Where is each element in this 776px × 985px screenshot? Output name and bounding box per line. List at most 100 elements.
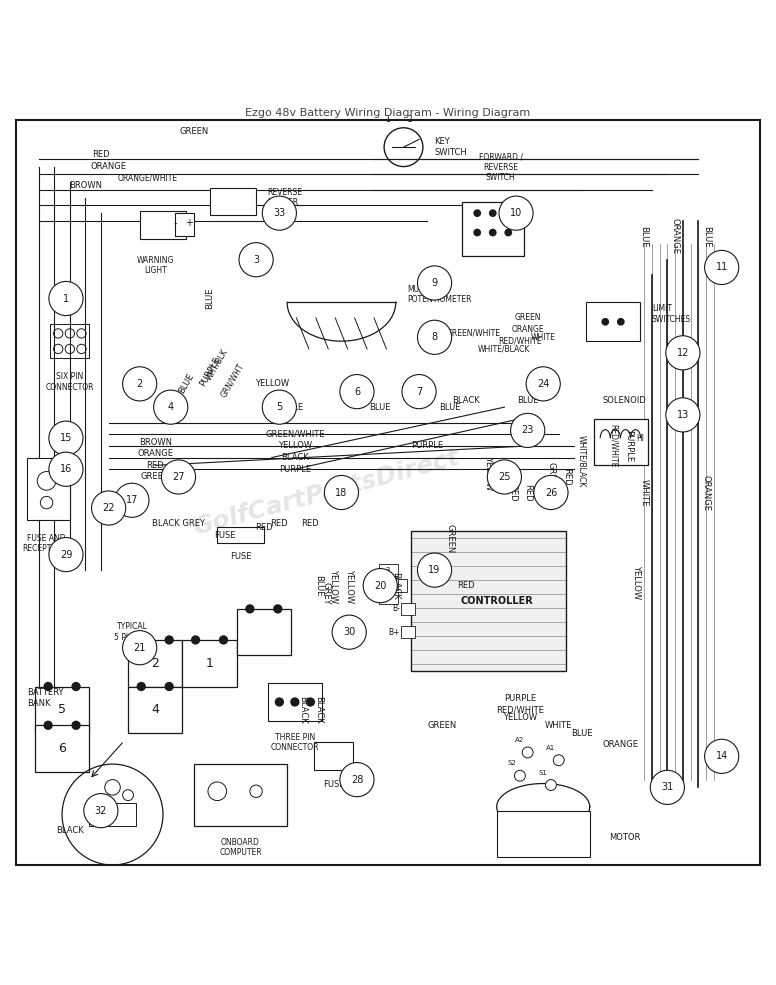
Text: 21: 21 — [133, 642, 146, 653]
Text: BLACK: BLACK — [391, 571, 400, 600]
Text: 23: 23 — [521, 426, 534, 435]
Circle shape — [105, 779, 120, 795]
Text: 4: 4 — [168, 402, 174, 412]
Text: WARNING
LIGHT: WARNING LIGHT — [137, 256, 174, 275]
Text: B+: B+ — [388, 627, 400, 636]
Circle shape — [489, 209, 497, 217]
Circle shape — [273, 604, 282, 614]
Text: -: - — [174, 219, 177, 229]
Circle shape — [650, 770, 684, 805]
Text: 26: 26 — [545, 488, 557, 497]
FancyBboxPatch shape — [379, 563, 398, 576]
Circle shape — [165, 682, 174, 691]
FancyBboxPatch shape — [497, 811, 590, 857]
Text: ORANGE: ORANGE — [670, 219, 680, 254]
Text: 1: 1 — [386, 595, 390, 601]
FancyBboxPatch shape — [128, 687, 182, 733]
Text: 3: 3 — [253, 255, 259, 265]
Text: BLUE: BLUE — [439, 403, 461, 412]
FancyBboxPatch shape — [237, 609, 291, 655]
Text: 3: 3 — [386, 567, 390, 573]
Circle shape — [49, 422, 83, 455]
Text: PURPLE: PURPLE — [271, 403, 303, 412]
Text: RED/WHITE: RED/WHITE — [496, 705, 544, 714]
Text: WHITE: WHITE — [531, 333, 556, 342]
Text: 4: 4 — [151, 703, 159, 716]
FancyBboxPatch shape — [586, 302, 640, 341]
Text: ORANGE: ORANGE — [137, 449, 173, 458]
Circle shape — [617, 318, 625, 326]
Text: LIMIT
SWITCHES: LIMIT SWITCHES — [652, 304, 691, 324]
Circle shape — [666, 336, 700, 370]
Text: 24: 24 — [537, 379, 549, 389]
Text: FUSE: FUSE — [323, 779, 345, 789]
Circle shape — [123, 630, 157, 665]
FancyBboxPatch shape — [16, 120, 760, 865]
Text: S1: S1 — [539, 769, 548, 776]
Circle shape — [534, 476, 568, 509]
Text: BROWN: BROWN — [139, 437, 171, 446]
Text: WHITE/BLACK: WHITE/BLACK — [577, 435, 587, 488]
Circle shape — [526, 366, 560, 401]
Circle shape — [262, 196, 296, 230]
Text: BROWN: BROWN — [376, 569, 385, 602]
Text: WHITE: WHITE — [639, 479, 649, 506]
Text: GREEN: GREEN — [514, 313, 541, 322]
Circle shape — [499, 196, 533, 230]
Text: RED: RED — [508, 484, 517, 501]
FancyBboxPatch shape — [594, 419, 648, 465]
Text: FUSE: FUSE — [214, 531, 236, 540]
Circle shape — [239, 242, 273, 277]
Circle shape — [340, 374, 374, 409]
Circle shape — [324, 476, 359, 509]
Circle shape — [417, 553, 452, 587]
Circle shape — [275, 697, 284, 706]
Text: RED/WHITE: RED/WHITE — [608, 425, 618, 468]
Text: BLUE: BLUE — [571, 729, 593, 738]
Text: FUSE: FUSE — [230, 553, 251, 561]
Circle shape — [705, 250, 739, 285]
Text: FORWARD /
REVERSE
SWITCH: FORWARD / REVERSE SWITCH — [479, 153, 522, 182]
Text: YELLOW: YELLOW — [503, 713, 537, 722]
Text: BLUE: BLUE — [314, 575, 323, 596]
Circle shape — [115, 484, 149, 517]
Circle shape — [161, 460, 196, 494]
FancyBboxPatch shape — [27, 458, 70, 520]
Text: M-: M- — [383, 581, 392, 590]
Circle shape — [504, 229, 512, 236]
Text: BLACK: BLACK — [56, 825, 84, 834]
Text: BATTERY
BANK: BATTERY BANK — [27, 689, 64, 708]
Circle shape — [43, 721, 53, 730]
Text: PURPLE: PURPLE — [279, 465, 311, 474]
Text: RED: RED — [271, 519, 288, 528]
Circle shape — [137, 635, 146, 644]
Circle shape — [49, 282, 83, 315]
Text: HI: HI — [636, 433, 644, 442]
Text: BROWN: BROWN — [69, 181, 102, 190]
Circle shape — [522, 747, 533, 757]
Text: 2: 2 — [137, 379, 143, 389]
Text: YELLOW: YELLOW — [278, 441, 312, 450]
Circle shape — [511, 414, 545, 447]
FancyBboxPatch shape — [35, 687, 89, 733]
Text: GREEN: GREEN — [546, 462, 556, 492]
Text: MULTI-STEP
POTENTIOMETER: MULTI-STEP POTENTIOMETER — [407, 285, 472, 304]
Text: 8: 8 — [431, 332, 438, 343]
Text: ORANGE: ORANGE — [702, 475, 711, 510]
Text: 33: 33 — [273, 208, 286, 218]
Text: KEY
SWITCH: KEY SWITCH — [435, 138, 467, 157]
Circle shape — [154, 390, 188, 425]
Circle shape — [71, 721, 81, 730]
Text: ORANGE: ORANGE — [603, 740, 639, 750]
Text: GREEN: GREEN — [179, 127, 209, 136]
Text: 31: 31 — [661, 782, 674, 792]
Text: 13: 13 — [677, 410, 689, 420]
Text: 7: 7 — [416, 387, 422, 397]
FancyBboxPatch shape — [379, 592, 398, 604]
Text: 22: 22 — [102, 503, 115, 513]
Text: YELLOW: YELLOW — [632, 564, 641, 599]
FancyBboxPatch shape — [182, 640, 237, 687]
FancyBboxPatch shape — [401, 603, 415, 615]
Circle shape — [290, 697, 300, 706]
Text: 32: 32 — [95, 806, 107, 816]
